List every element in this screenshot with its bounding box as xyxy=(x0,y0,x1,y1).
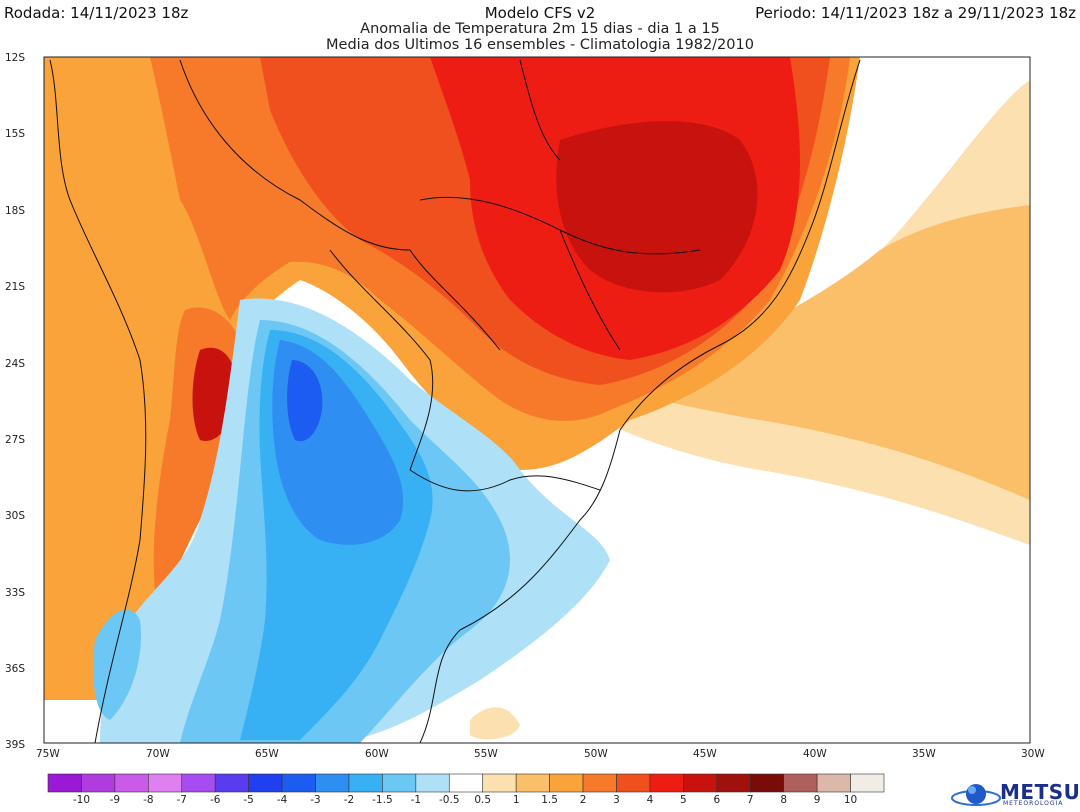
colorbar-label: 4 xyxy=(647,794,654,806)
logo-wordmark: METSUL xyxy=(1000,780,1080,804)
colorbar-swatch xyxy=(47,773,82,793)
lat-label: 15S xyxy=(5,128,25,140)
colorbar-label: 1 xyxy=(513,794,520,806)
colorbar-swatch xyxy=(783,773,818,793)
colorbar-label: -6 xyxy=(210,794,221,806)
lat-label: 27S xyxy=(5,434,25,446)
logo-tagline: METEOROLOGIA xyxy=(1003,800,1064,807)
colorbar-label: -9 xyxy=(110,794,120,806)
border-brazil-paraguay xyxy=(329,249,434,471)
colorbar-label: 5 xyxy=(680,794,687,806)
lat-label: 39S xyxy=(5,739,25,751)
colorbar-swatch xyxy=(716,773,751,793)
lat-label: 21S xyxy=(5,281,25,293)
colorbar-label: -1 xyxy=(411,794,421,806)
colorbar-swatch xyxy=(515,773,550,793)
colorbar-label: 2 xyxy=(580,794,587,806)
anomaly-field xyxy=(44,57,1030,743)
period-label: Periodo: 14/11/2023 18z a 29/11/2023 18z xyxy=(755,4,1076,22)
lat-label: 36S xyxy=(5,663,25,675)
colorbar-label: -7 xyxy=(177,794,187,806)
lon-label: 35W xyxy=(912,748,936,760)
lon-label: 50W xyxy=(584,748,608,760)
border-bolivia-brazil xyxy=(179,59,501,351)
colorbar: -10 -9 -8 -7 -6 -5 -4 -3 -2 -1.5 -1 -0.5 0.5 1 1.5 2 3 4 5… xyxy=(47,773,885,806)
colorbar-swatch xyxy=(315,773,350,793)
colorbar-swatch xyxy=(415,773,450,793)
colorbar-label: 9 xyxy=(814,794,821,806)
coastline-pacific xyxy=(49,59,147,743)
colorbar-label: -1.5 xyxy=(372,794,393,806)
colorbar-swatch xyxy=(81,773,116,793)
colorbar-swatch xyxy=(549,773,584,793)
model-label: Modelo CFS v2 xyxy=(484,4,596,22)
colorbar-swatch xyxy=(616,773,651,793)
metsul-logo-globe-icon xyxy=(951,784,1001,806)
colorbar-label: -10 xyxy=(73,794,90,806)
lat-label: 24S xyxy=(5,358,25,370)
colorbar-label: 10 xyxy=(844,794,857,806)
lon-label: 55W xyxy=(474,748,498,760)
colorbar-label: -5 xyxy=(243,794,253,806)
map-subtitle: Media dos Ultimos 16 ensembles - Climato… xyxy=(326,37,754,53)
colorbar-label: -3 xyxy=(310,794,320,806)
lon-label: 45W xyxy=(693,748,717,760)
border-brazil-states xyxy=(419,59,701,351)
colorbar-swatch xyxy=(749,773,784,793)
colorbar-swatch xyxy=(482,773,517,793)
colorbar-label: -0.5 xyxy=(439,794,460,806)
lon-label: 70W xyxy=(146,748,170,760)
anomaly-region-ocean-1 xyxy=(640,205,1030,500)
colorbar-swatch xyxy=(816,773,851,793)
colorbar-swatch xyxy=(248,773,283,793)
anomaly-region-se-warm-small xyxy=(470,707,520,740)
lon-label: 40W xyxy=(803,748,827,760)
lon-label: 65W xyxy=(255,748,279,760)
lon-label: 75W xyxy=(36,748,60,760)
latitude-axis: 12S 15S 18S 21S 24S 27S 30S 33S 36S 39S xyxy=(5,52,25,751)
map-title: Anomalia de Temperatura 2m 15 dias - dia… xyxy=(360,21,720,37)
colorbar-label: 0.5 xyxy=(474,794,491,806)
anomaly-region-cold-3 xyxy=(287,360,323,442)
border-argentina-uruguay xyxy=(409,469,601,492)
longitude-axis: 75W 70W 65W 60W 55W 50W 45W 40W 35W 30W xyxy=(36,748,1045,760)
colorbar-swatch xyxy=(382,773,417,793)
anomaly-region-warm-5 xyxy=(556,121,758,293)
colorbar-label: 1.5 xyxy=(541,794,558,806)
run-label: Rodada: 14/11/2023 18z xyxy=(4,4,189,22)
colorbar-swatch xyxy=(649,773,684,793)
colorbar-label: 3 xyxy=(613,794,620,806)
colorbar-label: 6 xyxy=(713,794,720,806)
colorbar-swatch xyxy=(114,773,149,793)
map-frame xyxy=(43,56,1031,744)
lat-label: 12S xyxy=(5,52,25,64)
colorbar-swatch xyxy=(348,773,383,793)
coastline-atlantic xyxy=(419,59,861,743)
colorbar-label: 8 xyxy=(780,794,787,806)
colorbar-swatch xyxy=(181,773,216,793)
colorbar-swatch xyxy=(683,773,718,793)
colorbar-label: -2 xyxy=(344,794,354,806)
colorbar-label: -8 xyxy=(143,794,153,806)
colorbar-swatch xyxy=(281,773,316,793)
lon-label: 30W xyxy=(1021,748,1045,760)
colorbar-label: -4 xyxy=(277,794,288,806)
colorbar-swatch xyxy=(850,773,885,793)
lat-label: 30S xyxy=(5,510,25,522)
colorbar-swatch xyxy=(582,773,617,793)
colorbar-swatch xyxy=(448,773,484,793)
country-borders xyxy=(49,59,861,743)
colorbar-swatch xyxy=(214,773,249,793)
lat-label: 33S xyxy=(5,587,25,599)
lon-label: 60W xyxy=(365,748,389,760)
lat-label: 18S xyxy=(5,205,25,217)
colorbar-label: 7 xyxy=(747,794,754,806)
colorbar-swatch xyxy=(148,773,183,793)
